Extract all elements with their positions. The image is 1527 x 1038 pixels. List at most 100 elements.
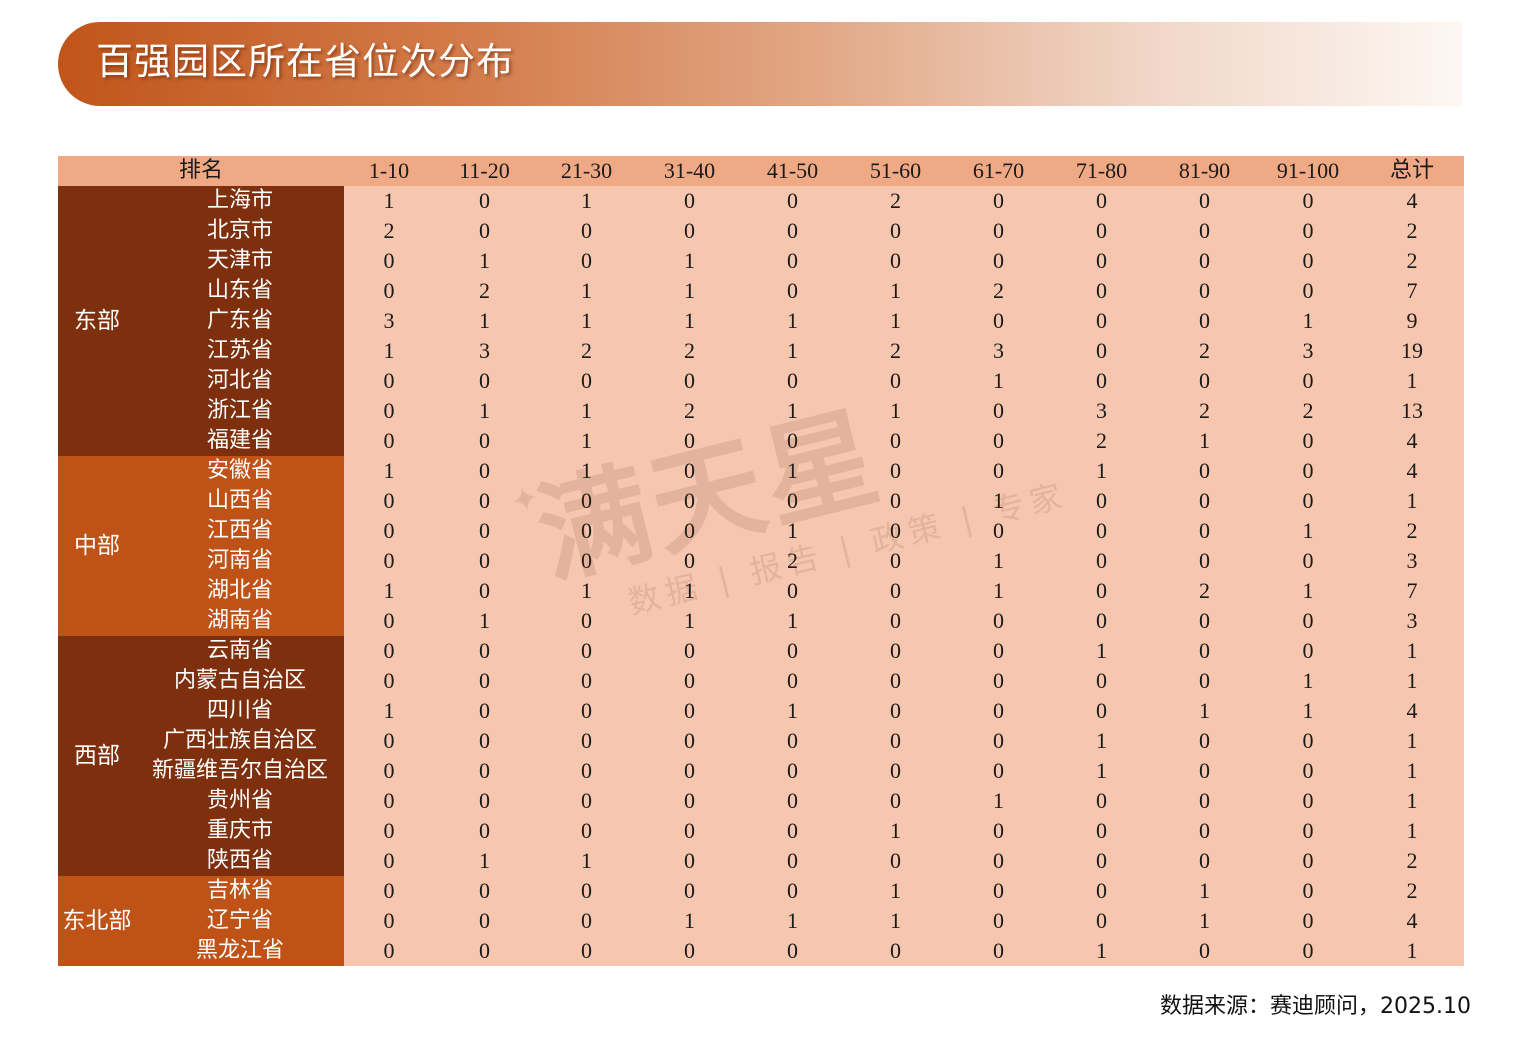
value-cell: 0 — [344, 876, 435, 906]
value-cell: 2 — [638, 396, 742, 426]
value-cell: 0 — [1256, 816, 1361, 846]
value-cell: 1 — [1153, 426, 1257, 456]
value-cell: 0 — [434, 876, 536, 906]
value-cell: 0 — [1256, 786, 1361, 816]
value-cell: 0 — [1153, 546, 1257, 576]
value-cell: 0 — [638, 756, 742, 786]
value-cell: 0 — [1050, 246, 1154, 276]
value-cell: 0 — [434, 786, 536, 816]
value-cell: 0 — [638, 186, 742, 216]
value-cell: 0 — [741, 636, 845, 666]
value-cell: 0 — [638, 936, 742, 966]
value-cell: 0 — [1153, 486, 1257, 516]
source-note: 数据来源：赛迪顾问，2025.10 — [1160, 994, 1471, 1019]
value-cell: 1 — [638, 306, 742, 336]
value-cell: 0 — [1256, 456, 1361, 486]
header-cell: 41-50 — [741, 156, 845, 186]
value-cell: 0 — [434, 906, 536, 936]
value-cell: 0 — [1256, 216, 1361, 246]
value-cell: 0 — [344, 426, 435, 456]
value-cell: 0 — [1256, 486, 1361, 516]
header-cell: 51-60 — [844, 156, 948, 186]
value-cell: 2 — [344, 216, 435, 246]
value-cell: 0 — [638, 546, 742, 576]
value-cell: 0 — [1256, 366, 1361, 396]
value-cell: 1 — [434, 606, 536, 636]
value-cell: 0 — [1153, 636, 1257, 666]
province-cell: 安徽省 — [136, 456, 345, 486]
value-cell: 1 — [638, 606, 742, 636]
value-cell: 0 — [1050, 516, 1154, 546]
value-cell: 0 — [1153, 366, 1257, 396]
value-cell: 1 — [741, 336, 845, 366]
value-cell: 1 — [344, 336, 435, 366]
value-cell: 0 — [434, 576, 536, 606]
value-cell: 1 — [1153, 876, 1257, 906]
value-cell: 0 — [638, 696, 742, 726]
value-cell: 0 — [638, 456, 742, 486]
table-row: 四川省 1 0 0 0 1 0 0 0 1 1 4 — [58, 696, 1465, 726]
value-cell: 1 — [535, 456, 639, 486]
value-cell: 2 — [434, 276, 536, 306]
table-body: 东部 上海市 1 0 1 0 0 2 0 0 0 0 4 北京市 2 0 0 0 0 0 0 0 0 0 2 天津市 0 1 0 1 0 0 0… — [58, 186, 1465, 966]
total-cell: 2 — [1360, 516, 1465, 546]
value-cell: 0 — [844, 636, 948, 666]
value-cell: 0 — [638, 636, 742, 666]
province-cell: 湖北省 — [136, 576, 345, 606]
province-cell: 内蒙古自治区 — [136, 666, 345, 696]
value-cell: 0 — [1153, 786, 1257, 816]
value-cell: 2 — [535, 336, 639, 366]
value-cell: 0 — [344, 366, 435, 396]
value-cell: 0 — [947, 186, 1051, 216]
value-cell: 0 — [344, 846, 435, 876]
value-cell: 0 — [344, 606, 435, 636]
value-cell: 0 — [344, 816, 435, 846]
total-cell: 4 — [1360, 456, 1465, 486]
value-cell: 0 — [1050, 186, 1154, 216]
value-cell: 1 — [638, 276, 742, 306]
province-cell: 山东省 — [136, 276, 345, 306]
value-cell: 1 — [434, 396, 536, 426]
value-cell: 0 — [741, 276, 845, 306]
value-cell: 1 — [844, 396, 948, 426]
value-cell: 0 — [1153, 516, 1257, 546]
value-cell: 2 — [1153, 396, 1257, 426]
value-cell: 0 — [434, 186, 536, 216]
value-cell: 0 — [741, 366, 845, 396]
value-cell: 0 — [1153, 846, 1257, 876]
value-cell: 1 — [344, 456, 435, 486]
value-cell: 2 — [1153, 336, 1257, 366]
header-cell: 31-40 — [638, 156, 742, 186]
value-cell: 0 — [1153, 816, 1257, 846]
table-row: 浙江省 0 1 1 2 1 1 0 3 2 2 13 — [58, 396, 1465, 426]
value-cell: 1 — [535, 186, 639, 216]
value-cell: 1 — [1153, 696, 1257, 726]
total-cell: 1 — [1360, 666, 1465, 696]
table-row: 陕西省 0 1 1 0 0 0 0 0 0 0 2 — [58, 846, 1465, 876]
value-cell: 0 — [434, 726, 536, 756]
value-cell: 0 — [535, 216, 639, 246]
total-cell: 1 — [1360, 636, 1465, 666]
table-row: 中部 安徽省 1 0 1 0 1 0 0 1 0 0 4 — [58, 456, 1465, 636]
value-cell: 0 — [535, 246, 639, 276]
table-row: 东部 上海市 1 0 1 0 0 2 0 0 0 0 4 — [58, 186, 1465, 456]
value-cell: 0 — [741, 486, 845, 516]
value-cell: 0 — [947, 696, 1051, 726]
table-row: 北京市 2 0 0 0 0 0 0 0 0 0 2 — [58, 216, 1465, 246]
value-cell: 1 — [1256, 516, 1361, 546]
value-cell: 1 — [535, 846, 639, 876]
value-cell: 0 — [947, 756, 1051, 786]
value-cell: 0 — [741, 786, 845, 816]
total-cell: 1 — [1360, 936, 1465, 966]
value-cell: 0 — [1050, 216, 1154, 246]
value-cell: 0 — [1153, 246, 1257, 276]
value-cell: 0 — [741, 186, 845, 216]
value-cell: 3 — [344, 306, 435, 336]
total-cell: 9 — [1360, 306, 1465, 336]
value-cell: 0 — [1153, 186, 1257, 216]
value-cell: 1 — [1050, 756, 1154, 786]
value-cell: 0 — [1050, 906, 1154, 936]
province-cell: 河北省 — [136, 366, 345, 396]
value-cell: 1 — [434, 306, 536, 336]
province-cell: 河南省 — [136, 546, 345, 576]
